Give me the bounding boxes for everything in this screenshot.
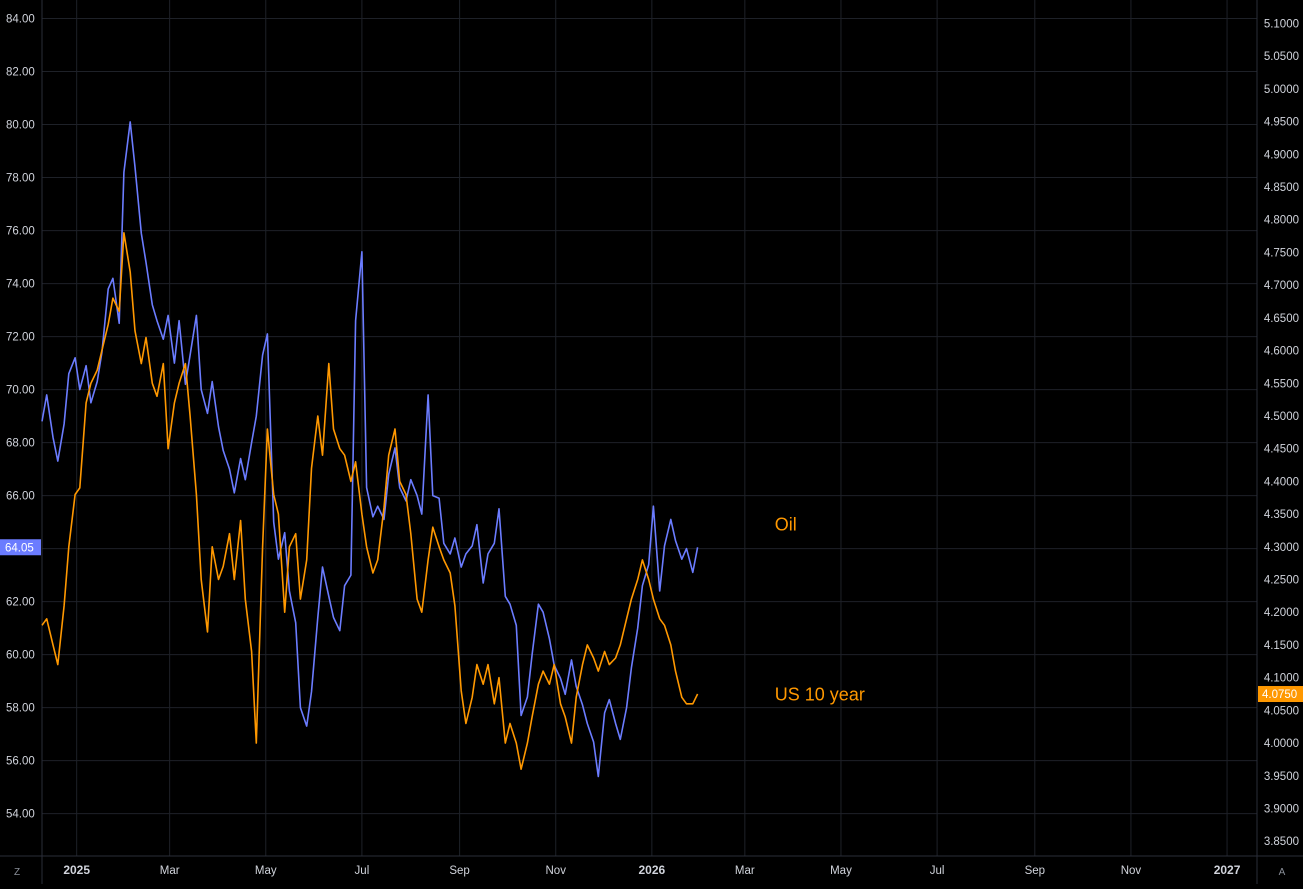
x-tick-label: Nov xyxy=(546,865,567,877)
y-right-tick-label: 3.8500 xyxy=(1264,836,1299,848)
y-left-tick-label: 62.00 xyxy=(6,597,35,609)
y-left-tick-label: 54.00 xyxy=(6,809,35,821)
x-tick-label: May xyxy=(830,865,852,877)
y-right-tick-label: 4.7500 xyxy=(1264,247,1299,259)
y-right-tick-label: 4.4000 xyxy=(1264,476,1299,488)
badge-layer: 64.05 4.0750 xyxy=(0,539,1303,703)
y-right-tick-label: 4.8000 xyxy=(1264,215,1299,227)
y-left-tick-label: 60.00 xyxy=(6,650,35,662)
y-right-tick-label: 4.3500 xyxy=(1264,509,1299,521)
x-tick-label: 2025 xyxy=(63,863,90,877)
y-right-tick-label: 4.2500 xyxy=(1264,575,1299,587)
badge-yield-last xyxy=(1258,686,1303,703)
y-left-tick-label: 70.00 xyxy=(6,385,35,397)
y-right-tick-label: 3.9500 xyxy=(1264,771,1299,783)
series-line-oil[interactable] xyxy=(41,121,699,778)
series-line-us-10-year[interactable] xyxy=(41,232,699,770)
y-left-tick-label: 56.00 xyxy=(6,756,35,768)
x-tick-label: Sep xyxy=(449,865,469,877)
badge-oil-last xyxy=(0,539,41,556)
y-left-tick-label: 84.00 xyxy=(6,14,35,26)
y-left-tick-label: 66.00 xyxy=(6,491,35,503)
y-right-tick-label: 4.9500 xyxy=(1264,117,1299,129)
x-tick-label: 2027 xyxy=(1214,863,1241,877)
x-tick-label: Mar xyxy=(160,865,180,877)
badge-yield-value: 4.0750 xyxy=(1262,689,1297,701)
y-left-tick-label: 68.00 xyxy=(6,438,35,450)
y-right-tick-label: 4.9000 xyxy=(1264,149,1299,161)
y-left-tick-label: 74.00 xyxy=(6,279,35,291)
y-left-tick-label: 78.00 xyxy=(6,173,35,185)
corner-a-button[interactable]: A xyxy=(1279,867,1286,878)
x-tick-label: 2026 xyxy=(639,863,666,877)
y-right-tick-label: 4.5000 xyxy=(1264,411,1299,423)
y-right-tick-label: 4.5500 xyxy=(1264,378,1299,390)
x-tick-label: Sep xyxy=(1025,865,1045,877)
y-right-tick-label: 4.8500 xyxy=(1264,182,1299,194)
corner-z-button[interactable]: Z xyxy=(14,867,20,878)
grid-layer xyxy=(42,0,1257,856)
annotation-label-1: US 10 year xyxy=(775,684,865,704)
badge-oil-value: 64.05 xyxy=(5,542,34,554)
y-left-tick-label: 76.00 xyxy=(6,226,35,238)
y-right-tick-label: 3.9000 xyxy=(1264,804,1299,816)
y-right-tick-label: 4.2000 xyxy=(1264,607,1299,619)
y-right-tick-label: 5.1000 xyxy=(1264,18,1299,30)
y-left-tick-label: 72.00 xyxy=(6,332,35,344)
y-right-tick-label: 4.4500 xyxy=(1264,444,1299,456)
y-right-tick-label: 4.6500 xyxy=(1264,313,1299,325)
x-tick-label: Jul xyxy=(355,865,370,877)
x-tick-label: Jul xyxy=(930,865,945,877)
y-right-tick-label: 4.3000 xyxy=(1264,542,1299,554)
series-layer[interactable] xyxy=(41,121,699,778)
annotation-label-0: Oil xyxy=(775,515,797,535)
y-right-tick-label: 4.6000 xyxy=(1264,346,1299,358)
y-right-tick-label: 4.0500 xyxy=(1264,705,1299,717)
y-left-tick-label: 58.00 xyxy=(6,703,35,715)
annotation-layer: Oil US 10 year xyxy=(775,515,865,705)
y-left-tick-label: 80.00 xyxy=(6,120,35,132)
y-right-tick-label: 4.0000 xyxy=(1264,738,1299,750)
y-right-tick-label: 4.1500 xyxy=(1264,640,1299,652)
y-right-tick-label: 5.0000 xyxy=(1264,84,1299,96)
x-tick-label: Mar xyxy=(735,865,755,877)
x-tick-label: May xyxy=(255,865,277,877)
y-left-tick-label: 82.00 xyxy=(6,67,35,79)
y-right-tick-label: 5.0500 xyxy=(1264,51,1299,63)
corner-layer: Z A xyxy=(14,867,1286,878)
y-right-tick-label: 4.7000 xyxy=(1264,280,1299,292)
x-tick-label: Nov xyxy=(1121,865,1142,877)
y-right-tick-label: 4.1000 xyxy=(1264,673,1299,685)
